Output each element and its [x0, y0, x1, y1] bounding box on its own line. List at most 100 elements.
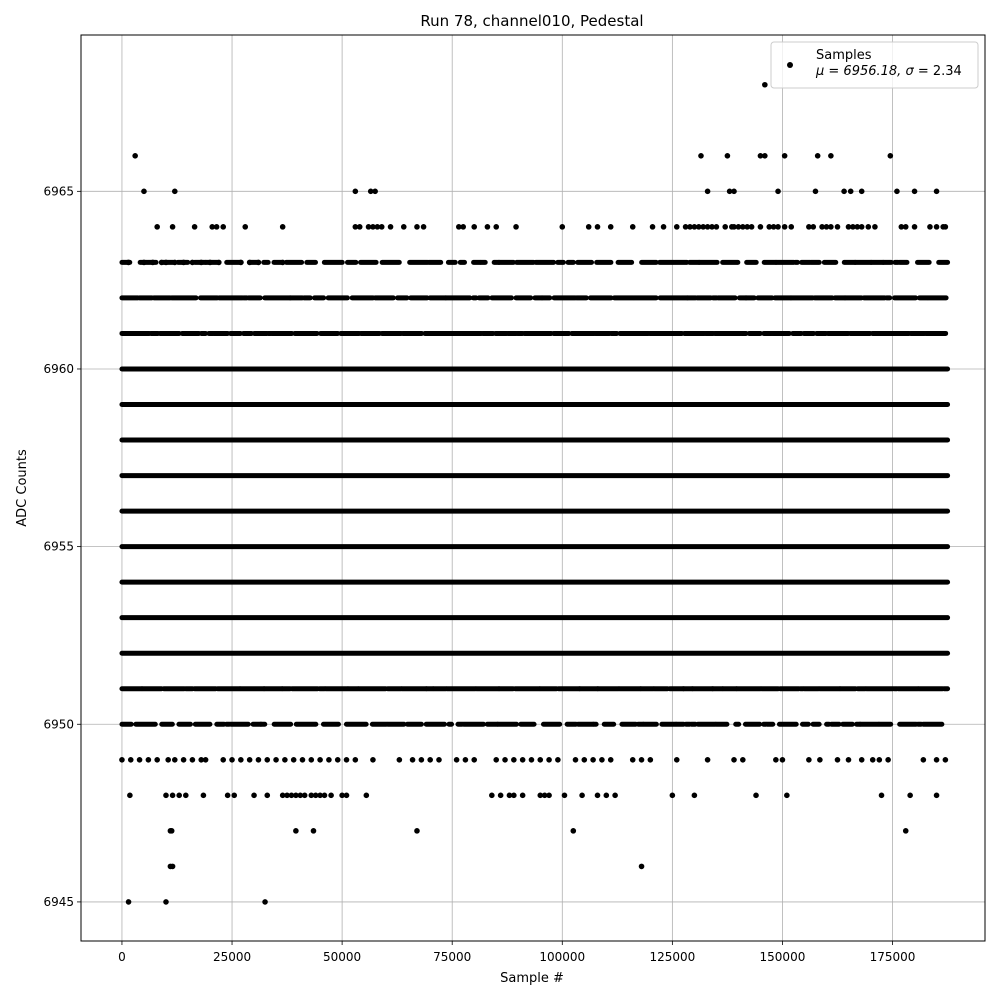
sample-point — [293, 828, 299, 834]
sample-point — [141, 259, 147, 266]
sample-point — [169, 863, 176, 870]
y-axis-label: ADC Counts — [15, 449, 30, 527]
sample-point — [168, 828, 175, 834]
sample-point — [757, 224, 764, 230]
x-tick-label: 0 — [118, 950, 126, 964]
sample-point — [933, 224, 940, 230]
sample-point — [731, 188, 737, 195]
sample-point — [471, 757, 478, 763]
sample-point — [290, 757, 297, 763]
sample-point — [165, 757, 171, 763]
sample-point — [638, 757, 645, 763]
sample-point — [180, 757, 187, 763]
sample-point — [541, 792, 548, 799]
sample-point — [127, 792, 133, 799]
sample-point — [356, 224, 363, 230]
sample-point — [299, 757, 306, 763]
sample-point — [119, 757, 125, 763]
sample-point — [841, 188, 847, 195]
sample-point — [279, 259, 286, 266]
sample-point — [757, 153, 764, 159]
sample-point — [858, 188, 865, 195]
sample-point — [704, 224, 711, 230]
sample-point — [370, 757, 376, 763]
sample-point — [673, 757, 680, 763]
sample-point — [942, 757, 949, 763]
sample-point — [834, 757, 841, 763]
sample-point — [125, 259, 132, 266]
sample-point — [414, 828, 420, 834]
sample-point — [898, 224, 905, 230]
sample-point — [352, 224, 359, 230]
sample-point — [766, 224, 773, 230]
sample-point — [378, 224, 385, 230]
sample-point — [288, 792, 295, 799]
sample-point — [312, 792, 319, 799]
sample-point — [570, 828, 577, 834]
sample-point — [537, 757, 544, 763]
sample-point — [293, 792, 299, 799]
sample-point — [673, 224, 680, 230]
sample-point — [326, 757, 332, 763]
sample-point — [328, 792, 334, 799]
sample-point — [282, 757, 288, 763]
sample-point — [229, 757, 235, 763]
sample-point — [713, 224, 720, 230]
sample-point — [748, 224, 755, 230]
sample-point — [513, 224, 519, 230]
y-tick-label: 6945 — [43, 895, 74, 909]
sample-point — [427, 757, 433, 763]
sample-point — [834, 224, 841, 230]
sample-point — [823, 224, 830, 230]
sample-point — [773, 757, 779, 763]
sample-point — [284, 792, 290, 799]
sample-point — [471, 224, 478, 230]
sample-point — [894, 188, 900, 195]
sample-point — [847, 188, 854, 195]
sample-point — [546, 792, 552, 799]
sample-point — [453, 757, 460, 763]
legend-stats-mean: μ = 6956.18, — [815, 64, 905, 79]
sample-point — [590, 757, 596, 763]
sample-point — [850, 224, 856, 230]
sample-point — [594, 224, 601, 230]
sample-point — [814, 153, 821, 159]
sample-point — [334, 757, 341, 763]
sample-point — [920, 757, 927, 763]
sample-point — [581, 757, 588, 763]
sample-point — [869, 757, 876, 763]
sample-point — [770, 224, 777, 230]
sample-point — [370, 224, 376, 230]
sample-point — [511, 792, 517, 799]
sample-point — [561, 792, 568, 799]
sample-point — [669, 792, 676, 799]
sample-point — [493, 224, 500, 230]
sample-point — [387, 224, 394, 230]
sample-point — [502, 757, 508, 763]
sample-point — [629, 757, 636, 763]
sample-point — [182, 792, 189, 799]
sample-point — [352, 757, 359, 763]
sample-point — [511, 757, 517, 763]
x-tick-label: 25000 — [213, 950, 251, 964]
sample-point — [854, 224, 861, 230]
sample-point — [858, 757, 865, 763]
sample-point — [154, 224, 160, 230]
sample-point — [200, 792, 207, 799]
sample-point — [762, 81, 768, 88]
sample-point — [872, 224, 878, 230]
sample-point — [246, 259, 253, 266]
sample-point — [585, 224, 592, 230]
sample-point — [845, 757, 852, 763]
sample-point — [775, 188, 781, 195]
sample-point — [740, 224, 746, 230]
sample-point — [372, 188, 378, 195]
sample-point — [528, 757, 535, 763]
sample-point — [198, 757, 205, 763]
sample-point — [176, 792, 182, 799]
sample-point — [709, 224, 715, 230]
sample-point — [191, 224, 198, 230]
sample-point — [695, 224, 702, 230]
y-tick-label: 6960 — [43, 362, 74, 376]
sample-point — [246, 757, 253, 763]
